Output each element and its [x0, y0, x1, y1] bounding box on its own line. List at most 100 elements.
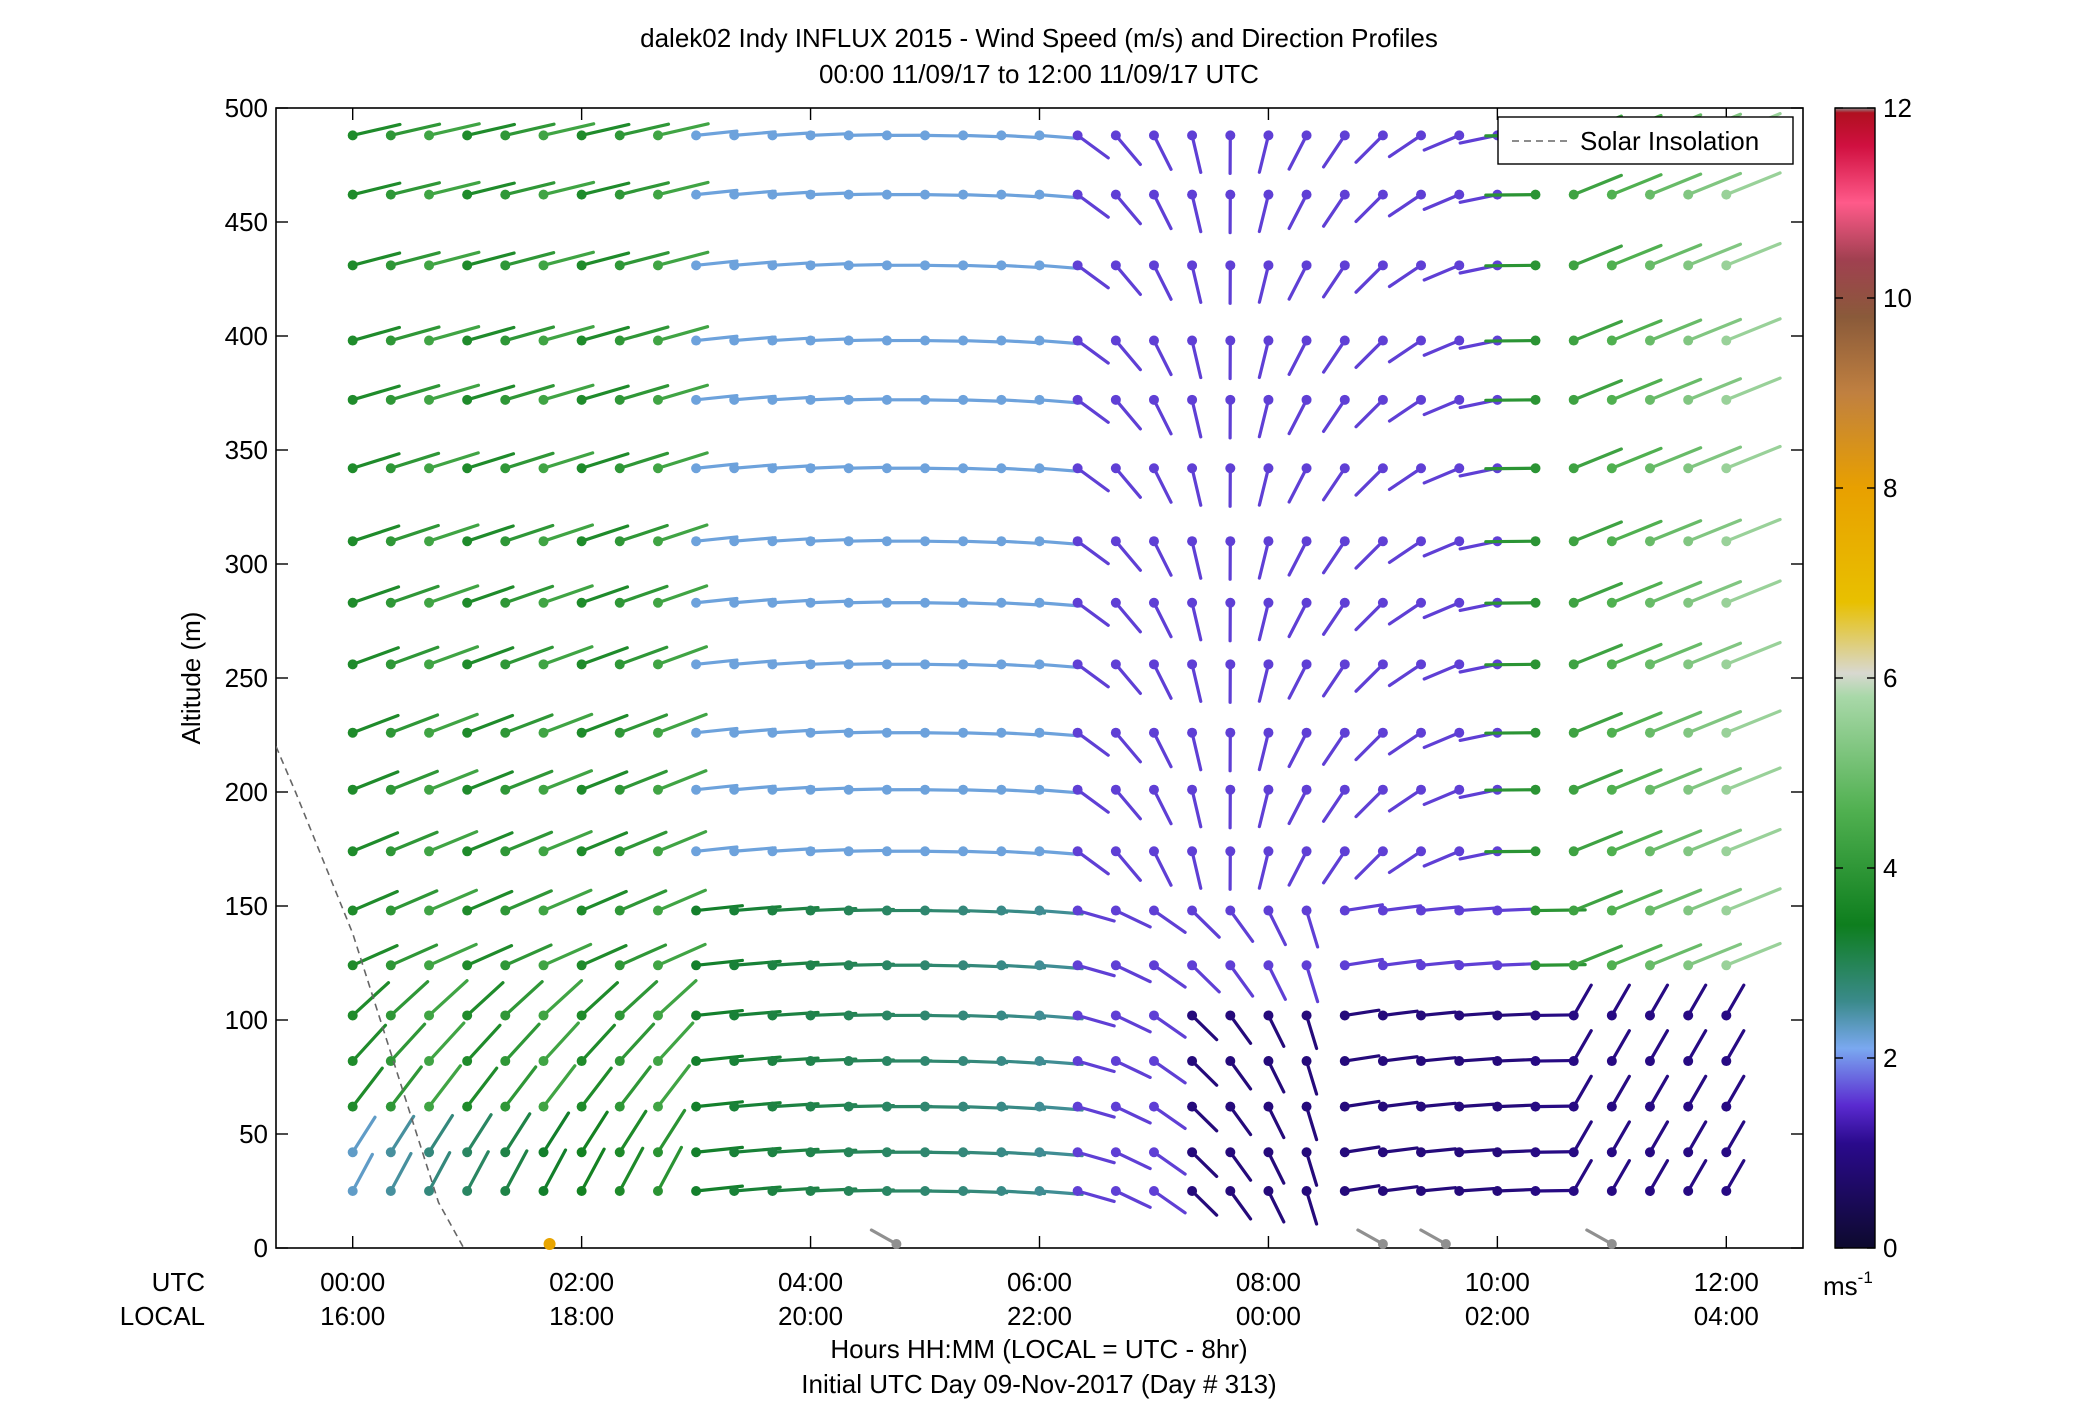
wind-barb-dot — [1148, 597, 1159, 608]
wind-barb — [1354, 335, 1388, 370]
wind-barb-dot — [1110, 1186, 1121, 1196]
wind-barb-shaft — [1114, 398, 1142, 431]
wind-barb — [1257, 463, 1274, 507]
wind-barb — [576, 889, 628, 916]
wind-barb-shaft — [694, 259, 739, 267]
wind-barb-dot — [1263, 1147, 1274, 1158]
wind-barb — [1301, 905, 1320, 949]
wind-barb — [1257, 260, 1274, 304]
wind-barb — [1321, 130, 1350, 169]
wind-barb-shaft — [1190, 1105, 1219, 1133]
wind-barb-shaft — [732, 784, 777, 792]
wind-barb-dot — [1187, 597, 1198, 608]
wind-barb-dot — [1416, 727, 1427, 738]
wind-barb-dot — [920, 846, 931, 857]
wind-barb-dot — [843, 335, 854, 346]
wind-barb-dot — [1072, 960, 1083, 971]
wind-barb — [729, 394, 777, 405]
wind-barb-dot — [1072, 536, 1083, 547]
wind-barb-shaft — [1724, 766, 1782, 792]
wind-barb-dot — [1148, 260, 1159, 271]
wind-barb — [1422, 659, 1465, 681]
wind-barb — [652, 325, 710, 346]
wind-barb-shaft — [618, 1146, 645, 1193]
wind-barb-shaft — [1686, 767, 1743, 792]
wind-barb-shaft — [1422, 788, 1461, 807]
wind-barb-dot — [881, 846, 892, 857]
wind-barb-dot — [1492, 960, 1503, 971]
wind-barb-shaft — [656, 942, 707, 967]
wind-barb-dot — [652, 335, 663, 346]
wind-barb-dot — [1454, 784, 1465, 795]
wind-barb-shaft — [694, 845, 739, 853]
wind-barb-shaft — [1648, 829, 1703, 853]
wind-barb-shaft — [427, 1021, 466, 1063]
wind-barb-shaft — [1190, 849, 1203, 890]
wind-barb — [424, 180, 481, 200]
wind-barb-shaft — [656, 325, 710, 343]
ground-marker-dot — [543, 1238, 556, 1250]
wind-barb-dot — [1492, 1056, 1503, 1067]
wind-barb — [614, 769, 668, 795]
wind-barb-shaft — [1257, 731, 1271, 772]
wind-barb-shaft — [389, 1022, 427, 1063]
wind-barb-shaft — [1076, 1189, 1116, 1204]
wind-barb-dot — [1606, 659, 1617, 670]
wind-barb-shaft — [694, 596, 739, 605]
wind-barb — [1354, 130, 1388, 164]
wind-barb-shaft — [1572, 581, 1623, 605]
wind-barb-dot — [958, 846, 969, 857]
wind-barb — [1387, 727, 1427, 756]
wind-barb-shaft — [1387, 133, 1423, 159]
wind-barb-shaft — [580, 181, 631, 197]
wind-barb — [1257, 189, 1274, 234]
wind-barb-shaft — [351, 384, 401, 402]
wind-barb-dot — [1072, 1101, 1083, 1112]
wind-barb-shaft — [1257, 539, 1271, 580]
wind-barb-dot — [881, 536, 892, 547]
wind-barb-dot — [1225, 463, 1236, 474]
wind-barb-dot — [1110, 130, 1121, 141]
wind-barb-shaft — [1724, 983, 1746, 1018]
wind-barb-shaft — [1190, 601, 1203, 642]
wind-barb-dot — [843, 1101, 854, 1112]
wind-barb — [1339, 1008, 1381, 1021]
wind-barb-dot — [1454, 905, 1465, 916]
y-tick-label: 450 — [225, 207, 268, 237]
wind-barb-dot — [424, 536, 435, 547]
wind-barb-dot — [1339, 189, 1350, 200]
wind-barb-shaft — [427, 584, 480, 605]
x-tick-label-local: 16:00 — [320, 1301, 385, 1331]
wind-barb-dot — [920, 130, 931, 141]
wind-barb-dot — [1454, 1147, 1465, 1158]
wind-barb-shaft — [1610, 983, 1631, 1018]
wind-barb-shaft — [1228, 1105, 1253, 1137]
wind-barb-dot — [538, 905, 549, 916]
wind-barb-shaft — [732, 727, 777, 735]
wind-barb-shaft — [1648, 519, 1703, 543]
wind-barb — [691, 393, 739, 405]
wind-barb-shaft — [541, 769, 594, 792]
wind-barb-shaft — [1686, 887, 1743, 913]
wind-barb — [347, 452, 401, 474]
wind-barb-shaft — [1076, 662, 1110, 689]
wind-barb-shaft — [541, 1111, 571, 1154]
wind-barb — [1422, 846, 1465, 868]
wind-barb-shaft — [1287, 338, 1309, 376]
wind-barb-dot — [462, 335, 473, 346]
wind-barb — [1148, 1056, 1187, 1085]
wind-barb-dot — [767, 784, 778, 795]
chart-title: dalek02 Indy INFLUX 2015 - Wind Speed (m… — [640, 23, 1438, 53]
wind-barb-dot — [691, 1056, 702, 1067]
wind-barb — [1148, 394, 1173, 436]
wind-barb-dot — [1530, 1186, 1541, 1196]
wind-barb-shaft — [1457, 961, 1499, 967]
wind-barb-dot — [1187, 1147, 1198, 1158]
wind-barb — [462, 831, 514, 857]
wind-barb-dot — [1644, 727, 1655, 738]
wind-barb-shaft — [1610, 889, 1663, 913]
wind-barb — [347, 646, 400, 670]
wind-barb-dot — [1148, 189, 1159, 200]
wind-barb — [1072, 189, 1110, 219]
wind-barb — [614, 713, 669, 738]
